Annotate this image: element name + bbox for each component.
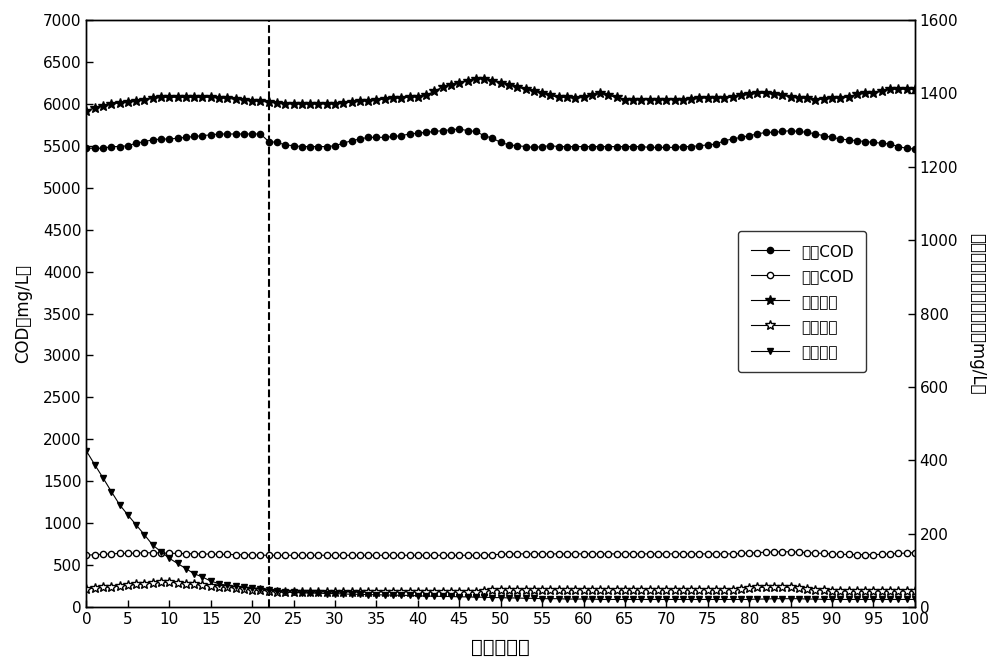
进水COD <box>669 144 681 152</box>
进水COD <box>453 125 465 133</box>
出水氨氮 <box>304 588 316 596</box>
出水COD <box>263 552 275 560</box>
出水氨氮 <box>718 586 730 594</box>
进水COD <box>80 144 92 152</box>
出水COD <box>909 549 921 557</box>
出水COD <box>776 548 788 556</box>
出水COD <box>710 550 722 558</box>
Line: 出水COD: 出水COD <box>83 549 918 558</box>
进水COD <box>138 138 150 146</box>
Line: 出水总氮: 出水总氮 <box>83 448 918 603</box>
出水氨氮 <box>138 580 150 588</box>
进水氨氮 <box>710 94 722 102</box>
进水COD <box>470 127 482 136</box>
出水氨氮 <box>271 588 283 596</box>
出水总氮 <box>710 595 722 603</box>
出水氨氮 <box>594 586 606 594</box>
出水总氮 <box>578 595 590 603</box>
出水氨氮 <box>677 586 689 594</box>
出水COD <box>296 552 308 560</box>
进水COD <box>586 142 598 150</box>
出水氨氮 <box>155 578 167 586</box>
出水总氮 <box>594 595 606 603</box>
Y-axis label: 进出水氨氮和出水总氮（mg/L）: 进出水氨氮和出水总氮（mg/L） <box>968 233 986 395</box>
出水COD <box>80 551 92 559</box>
X-axis label: 时间（天）: 时间（天） <box>471 638 530 657</box>
出水总氮 <box>462 593 474 601</box>
出水氨氮 <box>478 587 490 595</box>
进水氨氮 <box>138 95 150 103</box>
出水COD <box>669 550 681 558</box>
进水氨氮 <box>462 76 474 85</box>
进水COD <box>288 142 300 150</box>
出水总氮 <box>909 595 921 603</box>
出水氨氮 <box>909 587 921 595</box>
出水COD <box>138 549 150 557</box>
出水氨氮 <box>80 584 92 592</box>
Line: 出水氨氮: 出水氨氮 <box>82 577 920 597</box>
出水COD <box>586 550 598 558</box>
Line: 进水COD: 进水COD <box>83 126 918 152</box>
Y-axis label: COD（mg/L）: COD（mg/L） <box>14 264 32 363</box>
Legend: 进水COD, 出水COD, 进水氨氮, 出水氨氮, 出水总氮: 进水COD, 出水COD, 进水氨氮, 出水氨氮, 出水总氮 <box>738 231 866 372</box>
Line: 进水氨氮: 进水氨氮 <box>82 74 920 115</box>
进水氨氮 <box>80 107 92 115</box>
出水总氮 <box>669 595 681 603</box>
进水COD <box>710 140 722 148</box>
进水氨氮 <box>470 74 482 83</box>
出水总氮 <box>288 588 300 597</box>
进水氨氮 <box>586 91 598 99</box>
出水总氮 <box>138 531 150 539</box>
进水氨氮 <box>909 85 921 93</box>
进水COD <box>909 145 921 153</box>
出水总氮 <box>80 447 92 455</box>
进水氨氮 <box>288 100 300 108</box>
进水氨氮 <box>669 95 681 103</box>
出水COD <box>470 552 482 560</box>
